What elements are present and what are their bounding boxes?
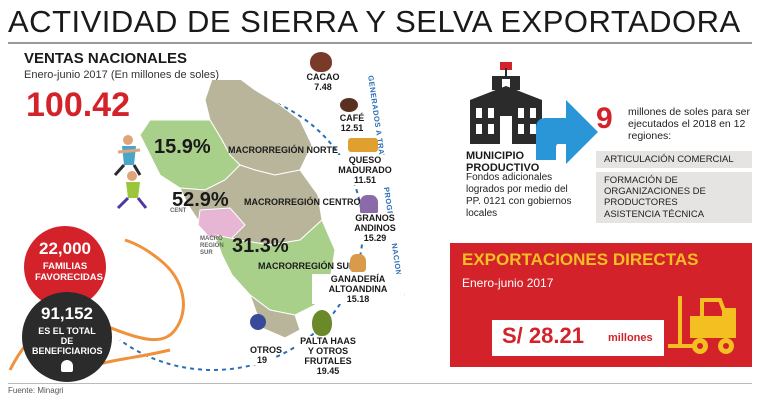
programa-text: millones de soles para ser ejecutados el… (628, 106, 750, 142)
municipio-description: Fondos adicionales logrados por medio de… (466, 172, 572, 219)
programa-number: 9 (596, 102, 613, 135)
grain-icon (360, 195, 378, 213)
page-title: ACTIVIDAD DE SIERRA Y SELVA EXPORTADORA (8, 4, 741, 39)
region-north-label: MACRORREGIÓN NORTE (228, 145, 338, 155)
municipio-title: MUNICIPIO PRODUCTIVO (466, 150, 540, 174)
product-granos: GRANOS ANDINOS 15.29 (340, 213, 410, 243)
product-ganaderia: GANADERÍA ALTOANDINA 15.18 (312, 274, 404, 304)
peru-map-illustration (8, 80, 364, 380)
farmer-icon (61, 360, 73, 372)
region-south-pct: 31.3% (232, 235, 289, 257)
region-center-label: MACRORREGIÓN CENTRO (244, 197, 361, 207)
municipality-building-icon (470, 62, 542, 144)
exportaciones-title: EXPORTACIONES DIRECTAS (462, 250, 699, 269)
avocado-icon (312, 310, 332, 336)
exportaciones-unit: millones (608, 332, 653, 344)
forklift-icon (668, 296, 736, 354)
ventas-total: 100.42 (26, 86, 130, 124)
familias-label: FAMILIAS FAVORECIDAS (35, 261, 103, 283)
coffee-icon (340, 98, 358, 112)
footer-divider (8, 383, 752, 384)
region-center-pct: 52.9% (172, 189, 229, 211)
product-otros: OTROS 19 (248, 345, 283, 365)
programa-item-formacion: FORMACIÓN DE ORGANIZACIONES DE PRODUCTOR… (596, 172, 752, 211)
alpaca-icon (350, 254, 366, 272)
product-cacao: CACAO 7.48 (300, 72, 346, 92)
person-icon (127, 171, 137, 181)
arrow-icon (536, 100, 598, 164)
ventas-subtitle: Enero-junio 2017 (En millones de soles) (24, 69, 220, 81)
beneficiarios-label: ES EL TOTAL DE BENEFICIARIOS (32, 326, 103, 356)
product-cafe: CAFÉ 12.51 (332, 113, 372, 133)
blueberry-icon (250, 314, 266, 330)
source-note: Fuente: Minagri (8, 386, 64, 395)
map-small-label-sur: MACRO REGIÓN SUR (200, 236, 224, 256)
region-north-pct: 15.9% (154, 136, 211, 158)
map-small-label-centro: CENT (170, 208, 187, 214)
person-icon (123, 135, 133, 145)
cheese-icon (348, 138, 378, 152)
beneficiarios-badge: 91,152 ES EL TOTAL DE BENEFICIARIOS (22, 292, 112, 382)
programa-item-articulacion: ARTICULACIÓN COMERCIAL (596, 151, 752, 168)
programa-item-asistencia: ASISTENCIA TÉCNICA (596, 206, 752, 223)
product-queso: QUESO MADURADO 11.51 (330, 155, 400, 185)
familias-number: 22,000 (39, 239, 91, 258)
beneficiarios-number: 91,152 (41, 304, 93, 323)
ventas-title: VENTAS NACIONALES (24, 50, 188, 67)
exportaciones-amount: S/ 28.21 (502, 323, 584, 348)
exportaciones-subtitle: Enero-junio 2017 (462, 276, 554, 290)
title-divider (8, 42, 752, 44)
exportaciones-amount-box (492, 320, 664, 356)
product-palta: PALTA HAAS Y OTROS FRUTALES 19.45 (296, 336, 360, 376)
region-south-label: MACRORREGIÓN SUR (258, 261, 356, 271)
cacao-icon (310, 52, 332, 72)
